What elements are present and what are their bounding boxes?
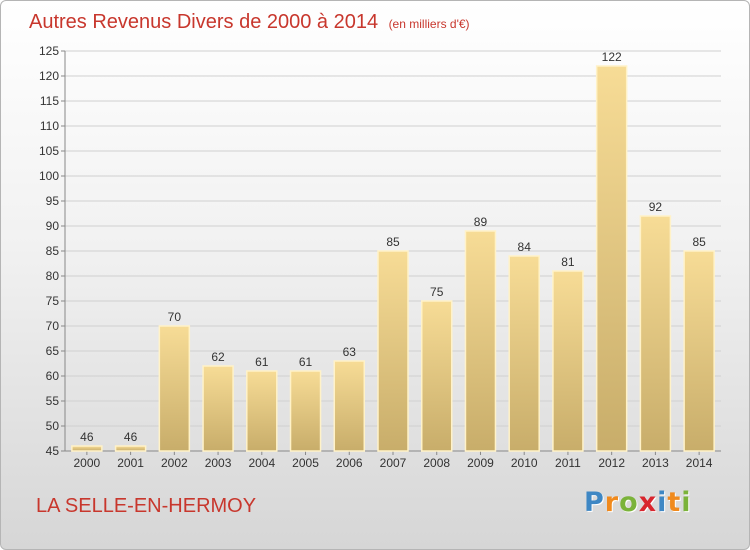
data-label-2013: 92 bbox=[649, 200, 663, 214]
y-tick-label: 50 bbox=[46, 419, 60, 433]
data-label-2007: 85 bbox=[386, 235, 400, 249]
y-tick-label: 120 bbox=[39, 69, 59, 83]
brand-logo-letter: i bbox=[657, 487, 668, 518]
data-label-2010: 84 bbox=[518, 240, 532, 254]
bar-2006 bbox=[333, 360, 366, 452]
x-tick-label-2012: 2012 bbox=[598, 456, 625, 470]
bar-2009 bbox=[464, 230, 497, 452]
bar-2002 bbox=[158, 325, 191, 452]
bar-2007 bbox=[377, 250, 409, 452]
y-tick-label: 60 bbox=[46, 369, 60, 383]
bar-2008 bbox=[420, 300, 453, 452]
x-tick-label-2014: 2014 bbox=[686, 456, 713, 470]
y-tick-label: 75 bbox=[46, 294, 60, 308]
x-tick-label-2005: 2005 bbox=[292, 456, 319, 470]
data-label-2002: 70 bbox=[168, 310, 182, 324]
x-tick-label-2002: 2002 bbox=[161, 456, 188, 470]
labels: 45 50 55 60 65 70 75 80 85 90 95 100 105 110 115 120 125… bbox=[39, 44, 713, 470]
data-label-2004: 61 bbox=[255, 355, 269, 369]
x-tick-label-2000: 2000 bbox=[74, 456, 101, 470]
x-tick-label-2011: 2011 bbox=[555, 456, 581, 470]
x-tick-label-2009: 2009 bbox=[467, 456, 494, 470]
bar-2013 bbox=[639, 215, 672, 452]
y-tick-label: 105 bbox=[39, 144, 59, 158]
brand-logo-letter: o bbox=[619, 487, 639, 518]
x-tick-label-2004: 2004 bbox=[248, 456, 275, 470]
x-tick-label-2013: 2013 bbox=[642, 456, 669, 470]
brand-logo-letter: x bbox=[638, 487, 658, 518]
data-label-2011: 81 bbox=[561, 255, 575, 269]
y-tick-label: 110 bbox=[40, 119, 59, 133]
x-tick-label-2003: 2003 bbox=[205, 456, 232, 470]
brand-logo: Proxiti bbox=[584, 487, 692, 518]
data-label-2006: 63 bbox=[343, 345, 357, 359]
data-label-2001: 46 bbox=[124, 430, 138, 444]
data-label-2000: 46 bbox=[80, 430, 94, 444]
bar-2014 bbox=[683, 250, 715, 452]
y-tick-label: 65 bbox=[46, 344, 60, 358]
y-tick-label: 85 bbox=[46, 244, 60, 258]
location-label: LA SELLE-EN-HERMOY bbox=[36, 495, 257, 517]
y-tick-label: 125 bbox=[39, 44, 59, 58]
data-label-2003: 62 bbox=[211, 350, 225, 364]
y-tick-label: 95 bbox=[46, 194, 60, 208]
x-tick-label-2007: 2007 bbox=[380, 456, 407, 470]
bar-2001 bbox=[114, 445, 147, 452]
data-label-2009: 89 bbox=[474, 215, 488, 229]
bar-2012 bbox=[595, 65, 628, 452]
brand-logo-letter: r bbox=[604, 487, 620, 518]
y-tick-label: 80 bbox=[46, 269, 60, 283]
chart-unit-text: (en milliers d'€) bbox=[388, 17, 470, 31]
brand-logo-letter: P bbox=[584, 487, 605, 518]
x-tick-label-2008: 2008 bbox=[423, 456, 450, 470]
brand-logo-letter: t bbox=[667, 487, 682, 518]
data-label-2014: 85 bbox=[692, 235, 706, 249]
data-label-2005: 61 bbox=[299, 355, 313, 369]
bars bbox=[71, 65, 715, 452]
bar-2004 bbox=[246, 370, 278, 452]
bar-2005 bbox=[289, 370, 322, 452]
y-tick-label: 45 bbox=[46, 444, 60, 458]
bar-2003 bbox=[202, 365, 234, 452]
bar-2011 bbox=[552, 270, 584, 452]
y-tick-label: 90 bbox=[46, 219, 60, 233]
bar-2000 bbox=[71, 445, 103, 452]
bar-2010 bbox=[508, 255, 540, 452]
data-label-2008: 75 bbox=[430, 285, 444, 299]
chart-title: Autres Revenus Divers de 2000 à 2014 (en… bbox=[29, 11, 470, 34]
y-tick-label: 115 bbox=[40, 94, 59, 108]
x-tick-label-2001: 2001 bbox=[117, 456, 144, 470]
x-tick-label-2010: 2010 bbox=[511, 456, 538, 470]
chart-title-text: Autres Revenus Divers de 2000 à 2014 bbox=[29, 11, 379, 33]
y-tick-label: 70 bbox=[46, 319, 60, 333]
brand-logo-letter: i bbox=[681, 487, 692, 518]
y-tick-label: 100 bbox=[39, 169, 59, 183]
data-label-2012: 122 bbox=[602, 50, 622, 64]
y-tick-label: 55 bbox=[46, 394, 60, 408]
x-tick-label-2006: 2006 bbox=[336, 456, 363, 470]
